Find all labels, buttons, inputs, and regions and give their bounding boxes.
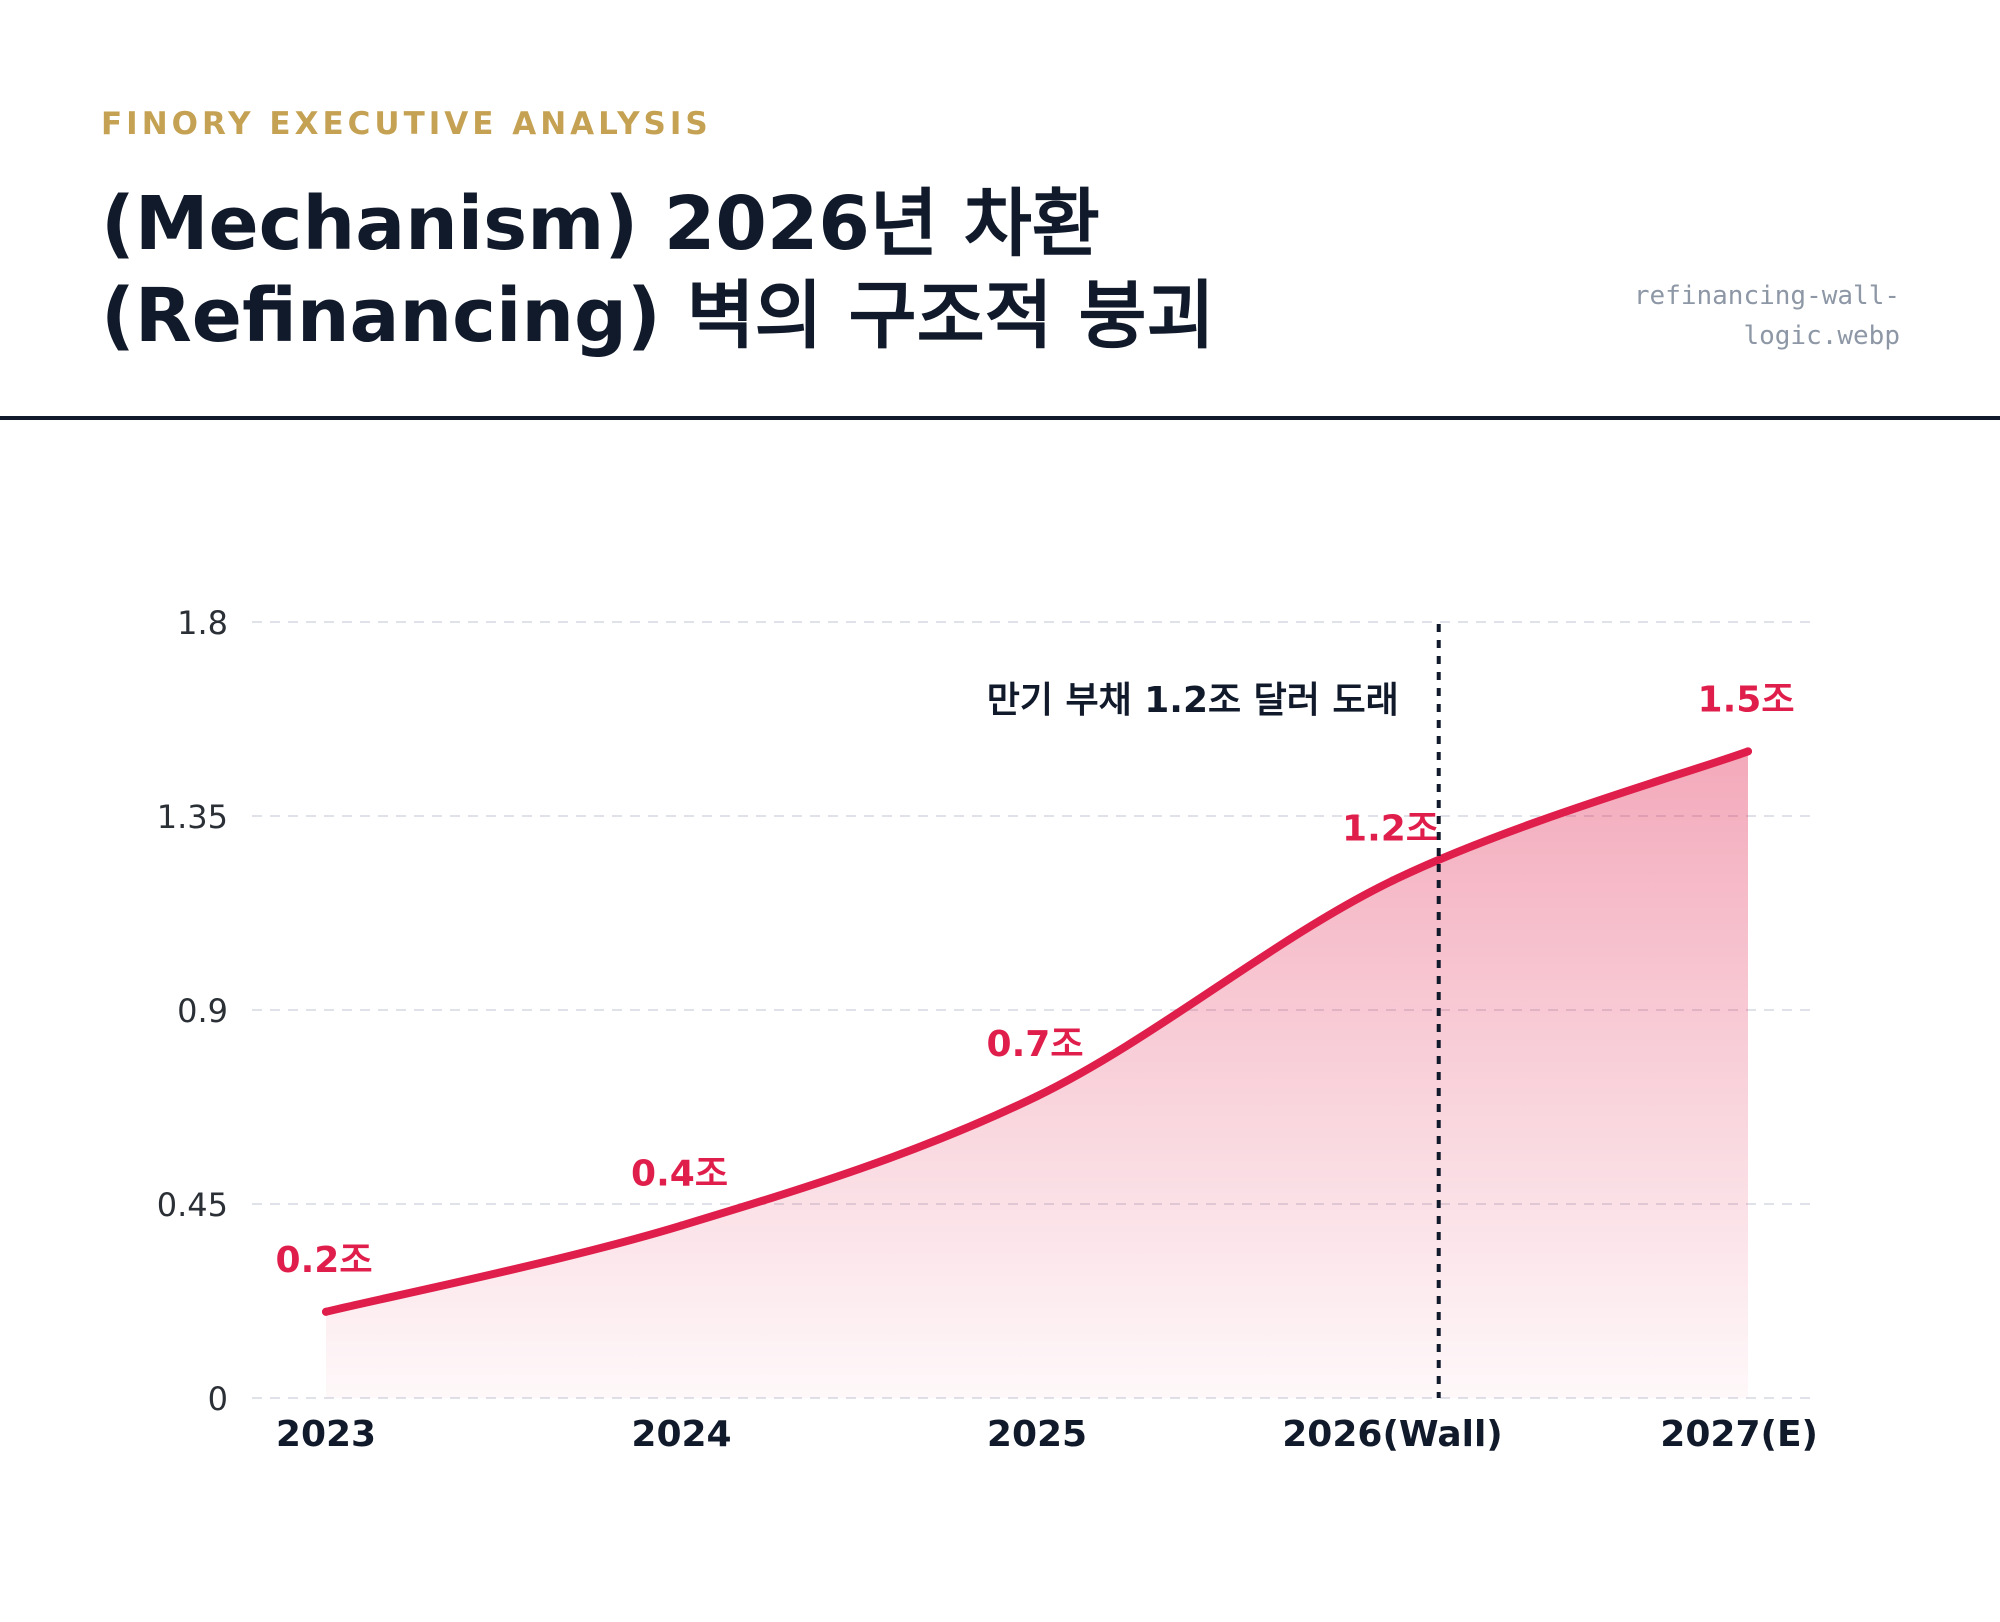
y-tick-label: 0.45 [157, 1186, 228, 1224]
wall-annotation: 만기 부채 1.2조 달러 도래 [987, 680, 1399, 721]
x-tick-label: 2027(E) [1660, 1414, 1818, 1455]
y-tick-label: 1.8 [177, 604, 228, 642]
data-point [1033, 1092, 1041, 1101]
data-label: 0.7조 [987, 1024, 1084, 1065]
kicker: FINORY EXECUTIVE ANALYSIS [101, 106, 712, 142]
data-label: 0.2조 [276, 1240, 373, 1281]
y-tick-label: 0 [208, 1380, 228, 1418]
data-label: 1.5조 [1698, 679, 1795, 720]
y-tick-label: 0.9 [177, 992, 228, 1030]
header-divider [0, 416, 2000, 420]
file-name: refinancing-wall-logic.webp [1633, 281, 1900, 351]
data-point [1388, 876, 1397, 885]
data-label: 0.4조 [631, 1154, 728, 1195]
series-area [326, 751, 1748, 1398]
page-title: (Mechanism) 2026년 차환(Refinancing) 벽의 구조적… [101, 181, 1215, 359]
data-point [1744, 747, 1752, 756]
data-point [322, 1307, 330, 1316]
x-tick-label: 2025 [987, 1414, 1087, 1455]
data-point [677, 1221, 686, 1230]
y-tick-label: 1.35 [157, 798, 228, 836]
data-label: 1.2조 [1342, 809, 1439, 850]
x-tick-label: 2023 [276, 1414, 376, 1455]
x-tick-label: 2024 [631, 1414, 731, 1455]
x-tick-label: 2026(Wall) [1282, 1414, 1503, 1455]
